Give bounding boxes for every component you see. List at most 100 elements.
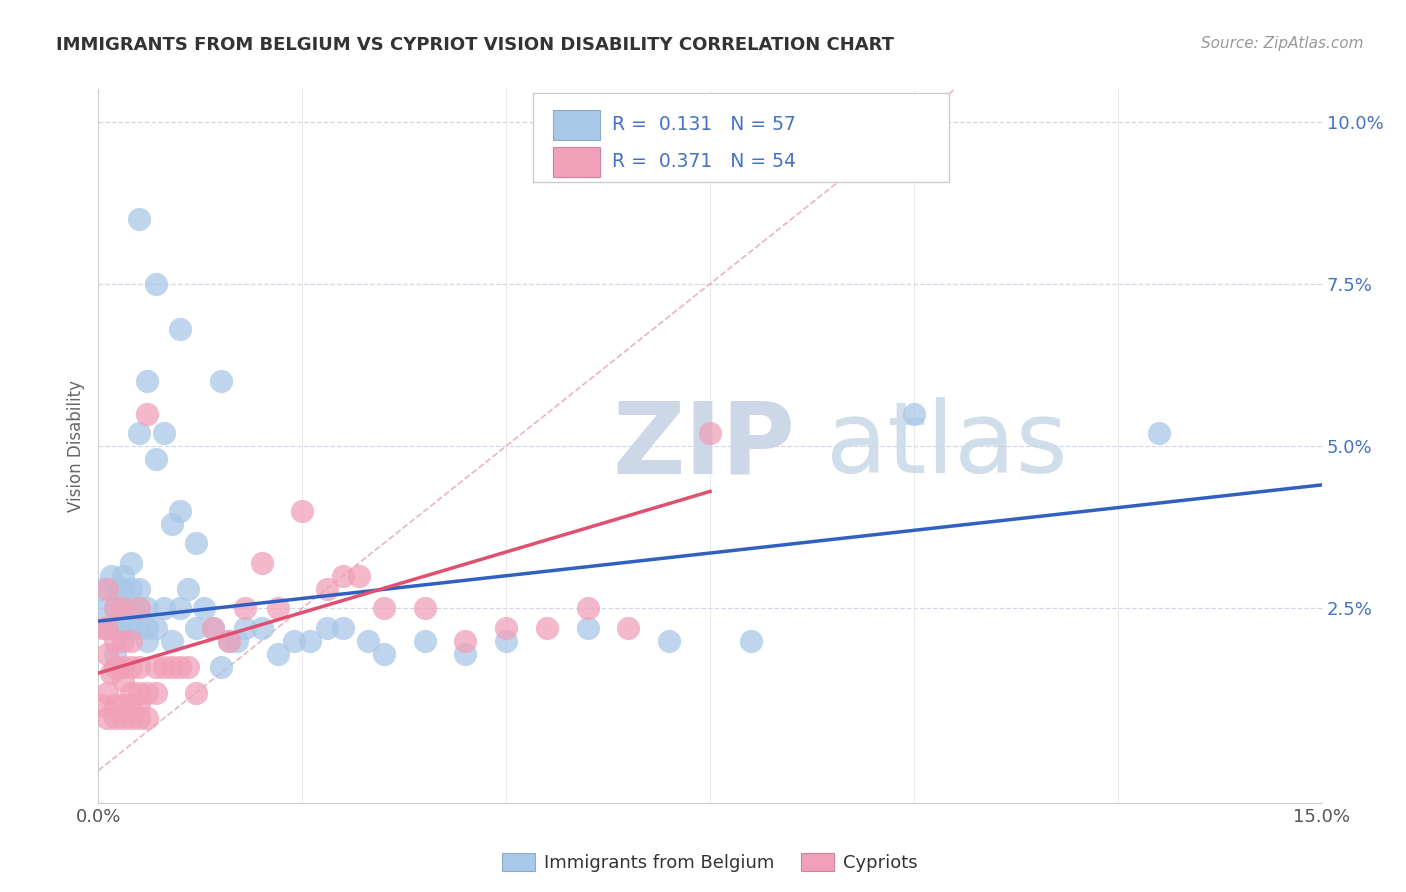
Point — [111, 633, 134, 648]
Point — [120, 685, 142, 699]
Point — [128, 601, 150, 615]
Point — [299, 633, 322, 648]
Point — [104, 659, 127, 673]
Point — [152, 425, 174, 440]
Point — [128, 711, 150, 725]
Point — [120, 601, 142, 615]
Text: R =  0.131   N = 57: R = 0.131 N = 57 — [612, 115, 796, 135]
Y-axis label: Vision Disability: Vision Disability — [66, 380, 84, 512]
Point — [96, 601, 118, 615]
Point — [160, 659, 183, 673]
Text: R =  0.371   N = 54: R = 0.371 N = 54 — [612, 153, 796, 171]
FancyBboxPatch shape — [554, 110, 600, 140]
Point — [160, 516, 183, 531]
Point — [128, 685, 150, 699]
Point — [201, 621, 224, 635]
Point — [136, 407, 159, 421]
Point — [169, 504, 191, 518]
Point — [193, 601, 215, 615]
Point — [413, 601, 436, 615]
Point — [218, 633, 240, 648]
Point — [96, 582, 118, 596]
Point — [1147, 425, 1170, 440]
Point — [128, 582, 150, 596]
Point — [104, 711, 127, 725]
Point — [495, 621, 517, 635]
Point — [96, 647, 118, 661]
Point — [201, 621, 224, 635]
Point — [169, 322, 191, 336]
Point — [145, 685, 167, 699]
Point — [373, 601, 395, 615]
Point — [111, 698, 134, 713]
Point — [152, 601, 174, 615]
Point — [111, 582, 134, 596]
FancyBboxPatch shape — [554, 147, 600, 177]
Point — [315, 582, 337, 596]
Point — [576, 601, 599, 615]
Point — [111, 568, 134, 582]
Point — [111, 601, 134, 615]
Point — [267, 647, 290, 661]
Point — [145, 452, 167, 467]
Point — [373, 647, 395, 661]
Point — [233, 601, 256, 615]
Point — [250, 556, 273, 570]
Point — [104, 621, 127, 635]
Point — [111, 659, 134, 673]
Point — [218, 633, 240, 648]
Point — [186, 685, 208, 699]
Point — [145, 621, 167, 635]
Point — [136, 601, 159, 615]
Point — [152, 659, 174, 673]
Point — [91, 582, 114, 596]
Text: Source: ZipAtlas.com: Source: ZipAtlas.com — [1201, 36, 1364, 51]
Point — [136, 621, 159, 635]
Point — [91, 698, 114, 713]
Point — [120, 711, 142, 725]
Point — [120, 582, 142, 596]
Point — [332, 568, 354, 582]
Text: IMMIGRANTS FROM BELGIUM VS CYPRIOT VISION DISABILITY CORRELATION CHART: IMMIGRANTS FROM BELGIUM VS CYPRIOT VISIO… — [56, 36, 894, 54]
Text: ZIP: ZIP — [612, 398, 794, 494]
Point — [128, 601, 150, 615]
Point — [120, 621, 142, 635]
Point — [111, 601, 134, 615]
Point — [283, 633, 305, 648]
Point — [120, 556, 142, 570]
FancyBboxPatch shape — [533, 93, 949, 182]
Point — [169, 601, 191, 615]
Point — [104, 698, 127, 713]
Point — [186, 536, 208, 550]
Point — [250, 621, 273, 635]
Point — [315, 621, 337, 635]
Point — [91, 621, 114, 635]
Point — [120, 633, 142, 648]
Point — [128, 211, 150, 226]
Point — [104, 633, 127, 648]
Point — [349, 568, 371, 582]
Point — [617, 621, 640, 635]
Point — [128, 425, 150, 440]
Point — [332, 621, 354, 635]
Point — [576, 621, 599, 635]
Point — [413, 633, 436, 648]
Point — [454, 633, 477, 648]
Point — [209, 374, 232, 388]
Point — [177, 582, 200, 596]
Point — [536, 621, 558, 635]
Point — [136, 711, 159, 725]
Point — [145, 277, 167, 291]
Point — [740, 633, 762, 648]
Point — [903, 407, 925, 421]
Point — [267, 601, 290, 615]
Point — [108, 582, 131, 596]
Point — [291, 504, 314, 518]
Point — [658, 633, 681, 648]
Point — [495, 633, 517, 648]
Point — [145, 659, 167, 673]
Point — [177, 659, 200, 673]
Point — [136, 633, 159, 648]
Point — [160, 633, 183, 648]
Point — [128, 621, 150, 635]
